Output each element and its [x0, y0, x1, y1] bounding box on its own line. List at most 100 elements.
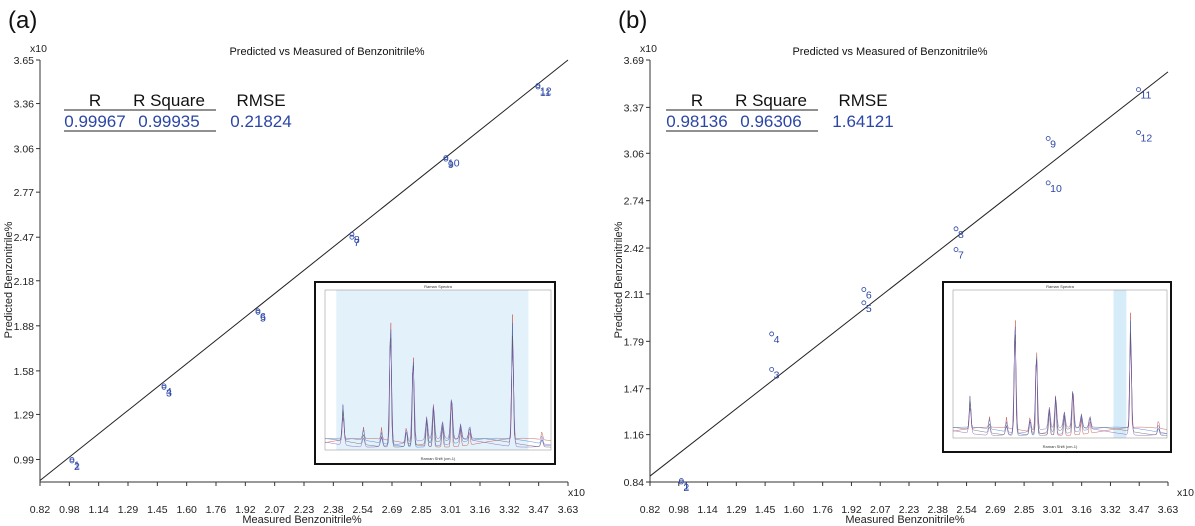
x-tick-label: 0.98 — [59, 504, 80, 516]
data-point-label: 12 — [1141, 133, 1153, 145]
data-point — [255, 308, 261, 314]
y-tick-label: 2.77 — [14, 187, 35, 199]
data-point-label: 7 — [354, 237, 360, 249]
data-point — [769, 367, 775, 372]
x-tick-label: 1.14 — [88, 504, 109, 516]
y-tick-label: 1.47 — [624, 384, 645, 396]
x-tick-label: 2.85 — [1014, 504, 1035, 516]
stats-value: 1.64121 — [832, 112, 893, 131]
x-tick-label: 2.38 — [323, 504, 344, 516]
x-tick-label: 2.85 — [411, 504, 432, 516]
y-tick-label: 1.79 — [624, 336, 645, 348]
x-tick-label: 2.07 — [264, 504, 285, 516]
x-tick-label: 3.47 — [1129, 504, 1150, 516]
x-tick-label: 1.92 — [235, 504, 256, 516]
data-point-label: 5 — [866, 303, 872, 315]
y-tick-label: 1.29 — [14, 409, 35, 421]
y-tick-label: 2.42 — [624, 243, 645, 255]
stats-value: 0.96306 — [740, 112, 801, 131]
data-point-label: 11 — [1141, 90, 1152, 102]
data-point — [443, 155, 449, 161]
data-point — [1045, 136, 1051, 141]
stats-header: RMSE — [236, 91, 285, 110]
x-tick-label: 3.32 — [1100, 504, 1121, 516]
data-point — [861, 287, 867, 292]
inset-plot-area — [324, 289, 552, 451]
data-point — [769, 331, 775, 337]
x-tick-label: 1.60 — [176, 504, 197, 516]
x-tick-label: 1.29 — [726, 504, 747, 516]
x-axis-label: Measured Benzonitrile% — [845, 514, 964, 526]
x-axis-label: Measured Benzonitrile% — [242, 514, 361, 526]
panel-label: (b) — [618, 7, 647, 34]
x-tick-label: 0.82 — [640, 504, 661, 516]
data-point-label: 4 — [774, 334, 780, 346]
stats-header: RMSE — [838, 91, 887, 110]
chart-title: Predicted vs Measured of Benzonitrile% — [792, 46, 987, 58]
stats-header: R Square — [133, 91, 205, 110]
data-point — [953, 247, 959, 252]
x-tick-label: 3.01 — [1043, 504, 1064, 516]
data-point — [861, 300, 867, 306]
y-exponent-label: x10 — [30, 43, 47, 55]
y-tick-label: 3.69 — [624, 55, 645, 67]
data-point — [69, 458, 75, 464]
inset-highlight — [1113, 290, 1127, 438]
data-point-label: 12 — [540, 86, 552, 98]
data-point — [953, 226, 959, 232]
data-point — [349, 231, 355, 237]
stats-value: 0.99967 — [64, 112, 125, 131]
y-tick-label: 2.47 — [14, 232, 35, 244]
stats-header: R — [89, 91, 101, 110]
data-point-label: 8 — [354, 234, 360, 246]
data-point-label: 3 — [166, 387, 172, 399]
data-point-label: 4 — [166, 386, 172, 398]
x-tick-label: 1.60 — [784, 504, 805, 516]
x-tick-label: 3.16 — [470, 504, 491, 516]
y-tick-label: 1.16 — [624, 430, 645, 442]
data-point — [443, 156, 449, 162]
x-tick-label: 3.63 — [1158, 504, 1179, 516]
x-tick-label: 1.92 — [841, 504, 862, 516]
data-point — [161, 384, 167, 390]
y-axis-label: Predicted Benzonitrile% — [3, 221, 15, 338]
x-tick-label: 2.69 — [382, 504, 403, 516]
data-point-label: 7 — [958, 250, 964, 262]
chart-panel-a: (a) Predicted vs Measured of Benzonitrile… — [3, 7, 585, 526]
y-exponent-label: x10 — [640, 43, 657, 55]
inset-plot-area — [952, 289, 1168, 439]
y-tick-label: 3.37 — [624, 102, 645, 114]
chart-title: Predicted vs Measured of Benzonitrile% — [229, 46, 424, 58]
x-exponent-label: x10 — [1177, 487, 1194, 499]
data-point-label: 9 — [1050, 138, 1056, 150]
data-point — [1045, 180, 1051, 186]
data-point-label: 5 — [260, 312, 266, 324]
y-tick-label: 2.18 — [14, 276, 35, 288]
y-tick-label: 1.58 — [14, 366, 35, 378]
stats-header: R — [691, 91, 703, 110]
x-tick-label: 3.32 — [499, 504, 520, 516]
inset-title: Raman Spectra — [1046, 284, 1075, 289]
inset-spectrum-trace — [324, 344, 552, 448]
data-point-label: 2 — [74, 461, 80, 473]
data-point-label: 1 — [683, 481, 689, 493]
y-tick-label: 2.11 — [624, 289, 644, 301]
x-tick-label: 1.76 — [206, 504, 227, 516]
x-tick-label: 2.07 — [870, 504, 891, 516]
data-point — [349, 234, 355, 240]
data-point — [255, 309, 261, 315]
data-point-label: 10 — [448, 158, 460, 170]
x-tick-label: 0.82 — [30, 504, 51, 516]
y-tick-label: 3.06 — [624, 148, 645, 160]
panel-label: (a) — [8, 7, 37, 34]
data-point — [678, 478, 684, 483]
fit-line — [649, 71, 1169, 477]
y-axis-label: Predicted Benzonitrile% — [613, 221, 625, 338]
x-tick-label: 1.76 — [812, 504, 833, 516]
data-point — [1136, 87, 1141, 93]
data-point-label: 1 — [74, 459, 80, 471]
chart-panel-b: (b) Predicted vs Measured of Benzonitrile… — [613, 7, 1194, 526]
inset-x-label: Raman Shift (cm-1) — [1043, 444, 1078, 449]
data-point — [1136, 130, 1141, 135]
